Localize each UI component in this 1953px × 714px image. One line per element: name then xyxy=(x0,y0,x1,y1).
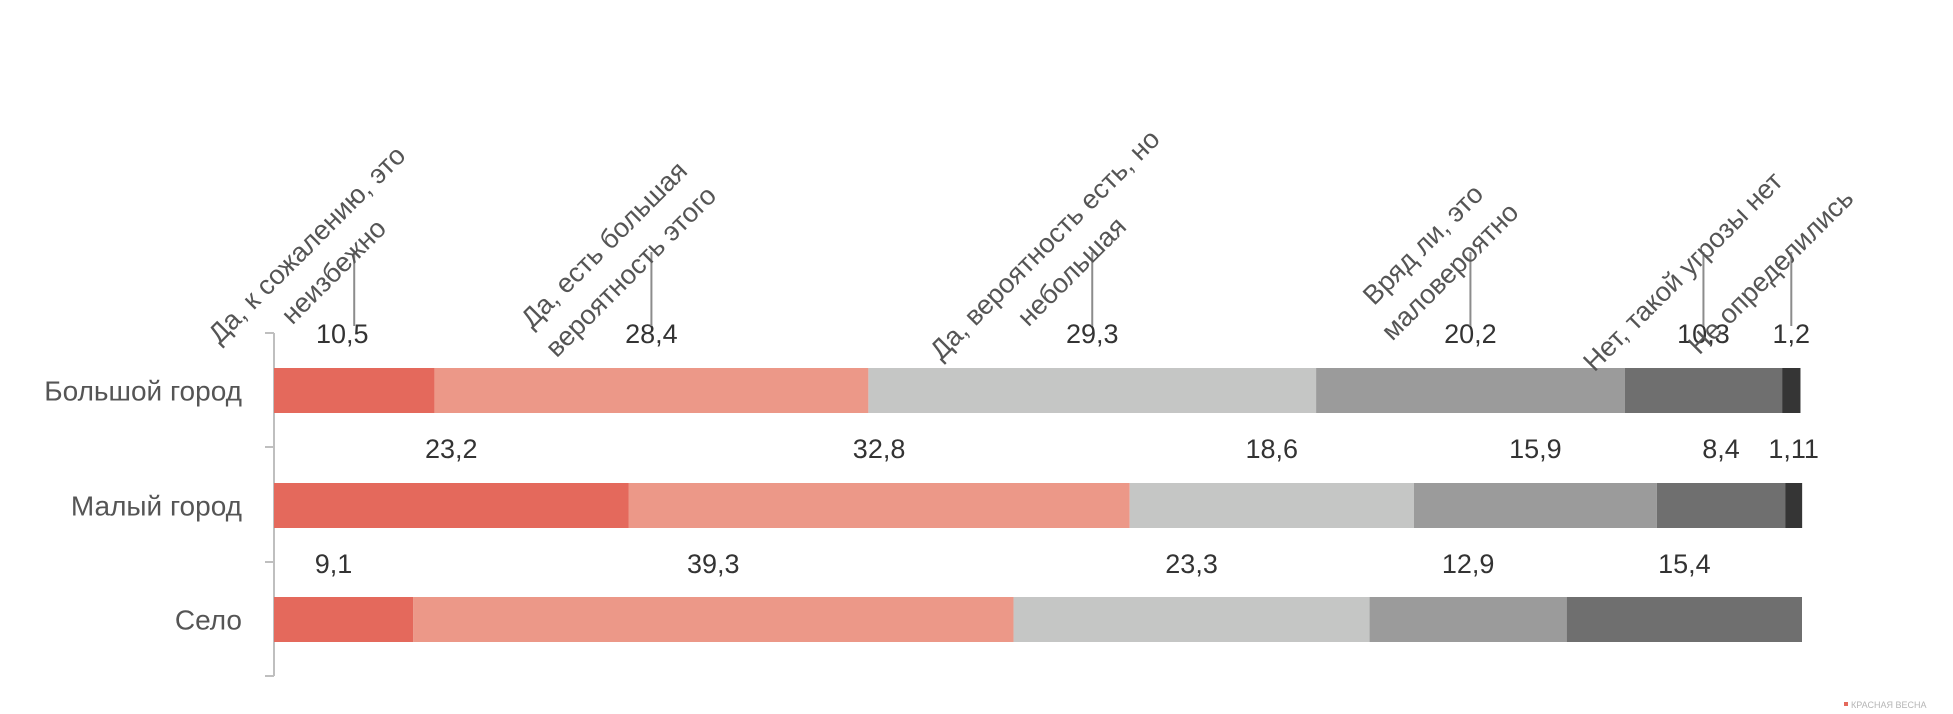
watermark-logo: КРАСНАЯ ВЕСНА xyxy=(1844,700,1926,710)
data-label: 15,9 xyxy=(1509,434,1562,464)
bar-segment xyxy=(274,597,414,642)
bar-segment xyxy=(628,483,1130,528)
category-label: Малый город xyxy=(71,491,242,522)
legend-label: Да, вероятность есть, но xyxy=(924,124,1166,366)
watermark-mark xyxy=(1844,702,1848,706)
bar-segment xyxy=(1782,368,1801,413)
bar-segment xyxy=(1785,483,1803,528)
data-label: 8,4 xyxy=(1702,434,1740,464)
data-label: 9,1 xyxy=(315,549,353,579)
watermark-text: КРАСНАЯ ВЕСНА xyxy=(1851,700,1926,710)
bar-segment xyxy=(1316,368,1625,413)
data-label: 23,2 xyxy=(425,434,478,464)
bar-segment xyxy=(1369,597,1567,642)
legend-label: Не определились xyxy=(1682,183,1859,360)
bar-segment xyxy=(274,368,435,413)
data-label: 18,6 xyxy=(1246,434,1299,464)
axis: Большой город Малый город Село xyxy=(44,332,275,677)
category-label: Большой город xyxy=(44,376,242,407)
bar-segment xyxy=(868,368,1317,413)
bars xyxy=(274,368,1803,642)
bar-segment xyxy=(1413,483,1657,528)
bar-segment xyxy=(434,368,869,413)
data-label: 23,3 xyxy=(1165,549,1218,579)
bar-segment xyxy=(1566,597,1802,642)
data-labels: 10,5 28,4 29,3 20,2 10,3 1,223,2 32,8 18,6 15,9 8… xyxy=(315,319,1819,579)
bar-segment xyxy=(1656,483,1786,528)
data-label: 10,5 xyxy=(316,319,369,349)
bar-segment xyxy=(413,597,1014,642)
data-label: 15,4 xyxy=(1658,549,1711,579)
bar-segment xyxy=(274,483,629,528)
bar-segment xyxy=(1013,597,1370,642)
category-label: Село xyxy=(175,605,242,636)
data-label: 12,9 xyxy=(1442,549,1495,579)
legend-entry: Не определились xyxy=(1682,183,1859,360)
data-label: 1,11 xyxy=(1768,434,1819,464)
bar-segment xyxy=(1129,483,1414,528)
data-label: 32,8 xyxy=(853,434,906,464)
bar-segment xyxy=(1624,368,1783,413)
data-label: 39,3 xyxy=(687,549,740,579)
